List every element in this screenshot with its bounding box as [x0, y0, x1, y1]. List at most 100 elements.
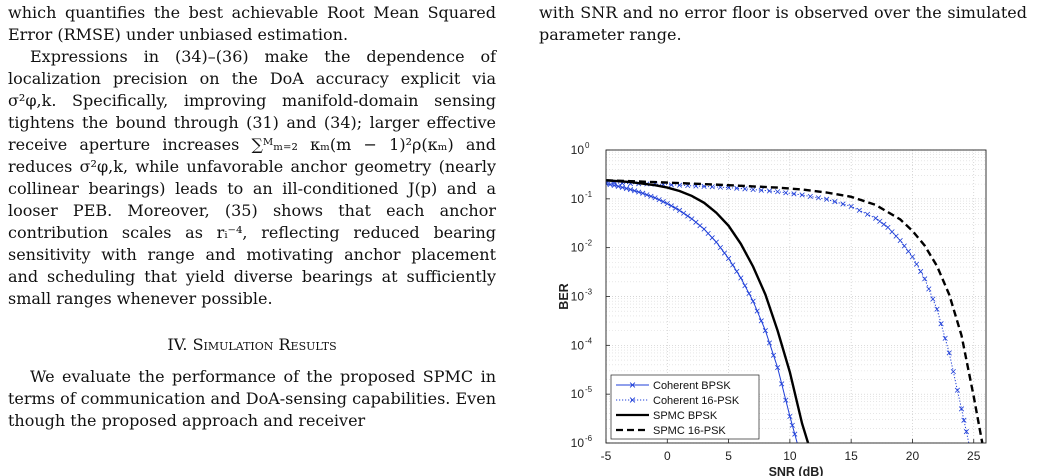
series-marker-1 — [856, 207, 862, 213]
series-marker-0 — [668, 203, 674, 209]
legend-label: Coherent BPSK — [653, 380, 731, 392]
series-marker-1 — [909, 254, 916, 260]
series-marker-1 — [918, 268, 924, 275]
legend-marker — [629, 382, 636, 388]
series-marker-0 — [697, 223, 703, 229]
series-marker-0 — [783, 397, 789, 403]
series-marker-0 — [685, 213, 691, 219]
series-marker-1 — [901, 243, 907, 249]
series-line-3 — [606, 179, 984, 443]
x-tick-label: 20 — [906, 449, 920, 463]
legend-label: SPMC 16-PSK — [653, 425, 726, 437]
series-marker-1 — [913, 261, 920, 267]
y-axis-label: BER — [557, 283, 571, 309]
x-tick-label: 15 — [844, 449, 858, 463]
y-tick-exponent: -5 — [585, 385, 593, 394]
series-marker-0 — [632, 188, 638, 194]
paragraph-localization-precision: Expressions in (34)–(36) make the depend… — [8, 47, 496, 308]
series-marker-0 — [709, 235, 715, 241]
paragraph-snr-error-floor: with SNR and no error floor is observed … — [539, 3, 1027, 44]
legend-marker — [629, 397, 636, 403]
series-marker-1 — [930, 296, 936, 302]
series-marker-1 — [942, 335, 948, 341]
series-marker-1 — [922, 276, 928, 282]
series-marker-0 — [640, 190, 646, 196]
series-group — [606, 179, 984, 443]
y-tick-exponent: -3 — [585, 288, 593, 297]
series-marker-0 — [734, 268, 740, 275]
series-marker-1 — [750, 186, 756, 193]
series-marker-1 — [766, 188, 773, 194]
series-marker-0 — [636, 189, 642, 195]
series-marker-1 — [954, 387, 960, 393]
y-tick-label: 10 — [571, 338, 585, 352]
series-marker-0 — [607, 181, 613, 188]
series-marker-1 — [938, 321, 944, 327]
y-tick-label: 10 — [571, 290, 585, 304]
series-marker-0 — [713, 239, 719, 245]
series-marker-1 — [840, 201, 846, 207]
paragraph-simulation-intro: We evaluate the performance of the propo… — [8, 367, 496, 430]
series-marker-0 — [681, 210, 687, 216]
series-marker-0 — [775, 365, 781, 371]
series-marker-0 — [721, 250, 728, 256]
series-line-2 — [606, 179, 810, 443]
series-marker-0 — [738, 275, 744, 281]
series-marker-1 — [758, 187, 764, 193]
y-tick-label: 10 — [571, 192, 585, 206]
y-tick-exponent: -2 — [585, 239, 593, 248]
series-line-1 — [606, 182, 970, 443]
y-tick-label: 10 — [571, 143, 585, 157]
series-marker-0 — [627, 186, 634, 193]
series-marker-0 — [789, 422, 795, 428]
series-marker-1 — [926, 286, 932, 292]
y-tick-label: 10 — [571, 387, 585, 401]
series-marker-1 — [946, 350, 952, 356]
series-marker-0 — [758, 318, 764, 324]
series-marker-1 — [864, 211, 871, 217]
series-marker-1 — [950, 368, 956, 375]
series-marker-1 — [873, 215, 879, 221]
series-marker-0 — [705, 230, 711, 237]
legend-label: SPMC BPSK — [653, 410, 718, 422]
x-tick-label: 5 — [725, 449, 732, 463]
series-marker-0 — [623, 185, 630, 192]
series-marker-1 — [958, 406, 965, 412]
series-marker-0 — [656, 197, 662, 203]
x-tick-label: 0 — [664, 449, 671, 463]
series-marker-0 — [660, 199, 666, 205]
y-tick-exponent: -1 — [585, 190, 593, 199]
series-marker-1 — [905, 248, 911, 254]
x-tick-label: -5 — [601, 449, 612, 463]
x-axis-label: SNR (dB) — [769, 465, 824, 476]
left-column: which quantifies the best achievable Roo… — [8, 2, 496, 432]
series-marker-0 — [762, 328, 768, 334]
series-marker-1 — [889, 229, 895, 235]
series-marker-0 — [644, 192, 650, 198]
series-marker-1 — [742, 186, 748, 192]
series-marker-0 — [606, 181, 609, 187]
series-marker-0 — [672, 205, 679, 211]
series-marker-1 — [877, 218, 883, 224]
series-marker-0 — [652, 195, 658, 201]
series-marker-1 — [799, 192, 805, 198]
series-marker-1 — [832, 199, 838, 205]
series-marker-1 — [824, 196, 830, 202]
x-tick-label: 25 — [967, 449, 981, 463]
series-marker-0 — [701, 226, 707, 232]
legend-box — [610, 374, 760, 440]
series-marker-1 — [897, 237, 903, 244]
right-column: with SNR and no error floor is observed … — [539, 2, 1027, 46]
y-tick-exponent: -6 — [585, 434, 593, 443]
series-marker-1 — [791, 191, 797, 197]
series-marker-1 — [963, 429, 969, 435]
series-marker-1 — [775, 189, 781, 195]
y-tick-exponent: -4 — [585, 336, 593, 345]
series-marker-0 — [615, 183, 621, 189]
series-marker-1 — [807, 193, 813, 199]
series-marker-1 — [934, 306, 940, 312]
series-marker-0 — [750, 298, 756, 304]
y-tick-label: 10 — [571, 436, 585, 450]
